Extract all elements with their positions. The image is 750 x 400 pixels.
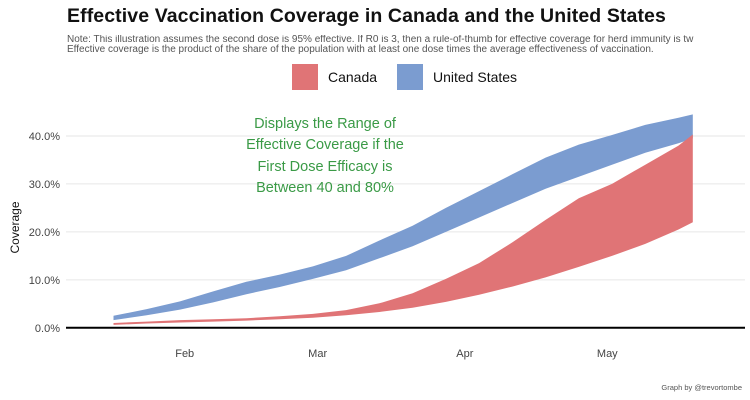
y-tick-label-2: 20.0%: [29, 227, 60, 239]
subtitle-line-1: Note: This illustration assumes the seco…: [67, 35, 694, 45]
legend-item-united-states: United States: [397, 64, 517, 90]
y-tick-label-4: 40.0%: [29, 131, 60, 143]
legend-swatch-canada: [292, 64, 318, 90]
y-axis-label: Coverage: [8, 201, 22, 253]
chart-legend: Canada United States: [0, 64, 750, 90]
x-tick-label-1: Mar: [308, 348, 327, 360]
ribbon-canada: [113, 134, 693, 325]
subtitle-line-2: Effective coverage is the product of the…: [67, 44, 654, 55]
chart-annotation: Displays the Range of Effective Coverage…: [215, 114, 435, 199]
x-tick-label-3: May: [597, 348, 618, 360]
x-tick-label-0: Feb: [175, 348, 194, 360]
chart-subtitle: Note: This illustration assumes the seco…: [67, 35, 750, 55]
chart-title: Effective Vaccination Coverage in Canada…: [67, 5, 666, 27]
ribbon-united-states: [113, 114, 693, 321]
legend-item-canada: Canada: [292, 64, 377, 90]
y-tick-label-0: 0.0%: [35, 323, 60, 335]
y-tick-label-3: 30.0%: [29, 179, 60, 191]
legend-swatch-united-states: [397, 64, 423, 90]
legend-label-canada: Canada: [328, 69, 378, 85]
y-tick-label-1: 10.0%: [29, 275, 60, 287]
annotation-line-4: Between 40 and 80%: [256, 179, 394, 196]
x-tick-label-2: Apr: [456, 348, 473, 360]
annotation-line-1: Displays the Range of: [254, 116, 396, 132]
legend-label-united-states: United States: [433, 69, 518, 85]
annotation-line-2: Effective Coverage if the: [246, 137, 404, 154]
annotation-line-3: First Dose Efficacy is: [257, 158, 393, 175]
chart-caption: Graph by @trevortombe: [661, 383, 742, 392]
